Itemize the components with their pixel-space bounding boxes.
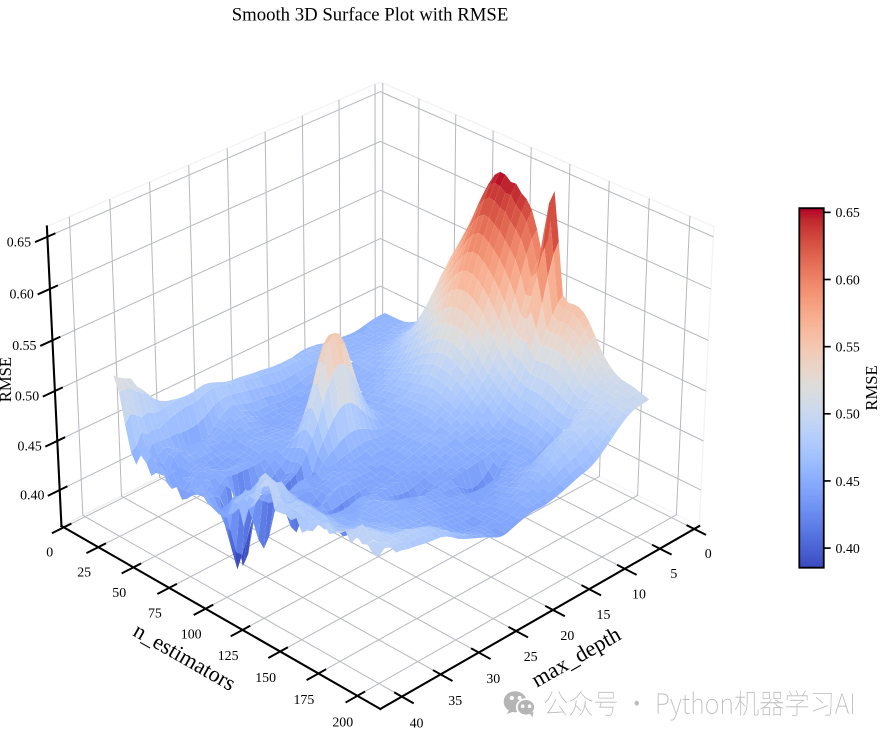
svg-text:75: 75 xyxy=(148,607,162,622)
svg-text:35: 35 xyxy=(448,694,462,709)
svg-text:0.60: 0.60 xyxy=(836,273,860,288)
svg-text:20: 20 xyxy=(560,629,574,644)
svg-text:175: 175 xyxy=(293,693,314,708)
svg-text:30: 30 xyxy=(486,672,500,687)
svg-text:0.65: 0.65 xyxy=(836,206,860,221)
svg-text:RMSE: RMSE xyxy=(862,365,880,410)
svg-text:0.45: 0.45 xyxy=(18,440,42,455)
svg-text:25: 25 xyxy=(524,650,538,665)
svg-text:40: 40 xyxy=(410,716,424,731)
svg-text:125: 125 xyxy=(218,649,239,664)
svg-text:0.40: 0.40 xyxy=(20,489,44,504)
svg-text:25: 25 xyxy=(77,566,91,581)
svg-text:50: 50 xyxy=(112,586,126,601)
svg-text:0.55: 0.55 xyxy=(836,340,860,355)
svg-text:0.50: 0.50 xyxy=(15,390,39,405)
svg-text:Smooth 3D Surface Plot with RM: Smooth 3D Surface Plot with RMSE xyxy=(232,5,509,26)
svg-text:RMSE: RMSE xyxy=(0,357,15,402)
svg-text:0.60: 0.60 xyxy=(9,288,33,303)
svg-text:0: 0 xyxy=(705,547,712,562)
svg-text:0: 0 xyxy=(46,546,53,561)
svg-text:0.55: 0.55 xyxy=(12,339,36,354)
svg-text:0.50: 0.50 xyxy=(836,408,860,423)
svg-text:0.45: 0.45 xyxy=(836,475,860,490)
svg-text:10: 10 xyxy=(632,587,646,602)
svg-text:100: 100 xyxy=(181,628,202,643)
svg-text:15: 15 xyxy=(597,608,611,623)
svg-text:5: 5 xyxy=(670,567,677,582)
svg-text:150: 150 xyxy=(255,671,276,686)
svg-text:0.65: 0.65 xyxy=(7,235,31,250)
svg-text:0.40: 0.40 xyxy=(836,542,860,557)
svg-text:200: 200 xyxy=(332,716,353,731)
